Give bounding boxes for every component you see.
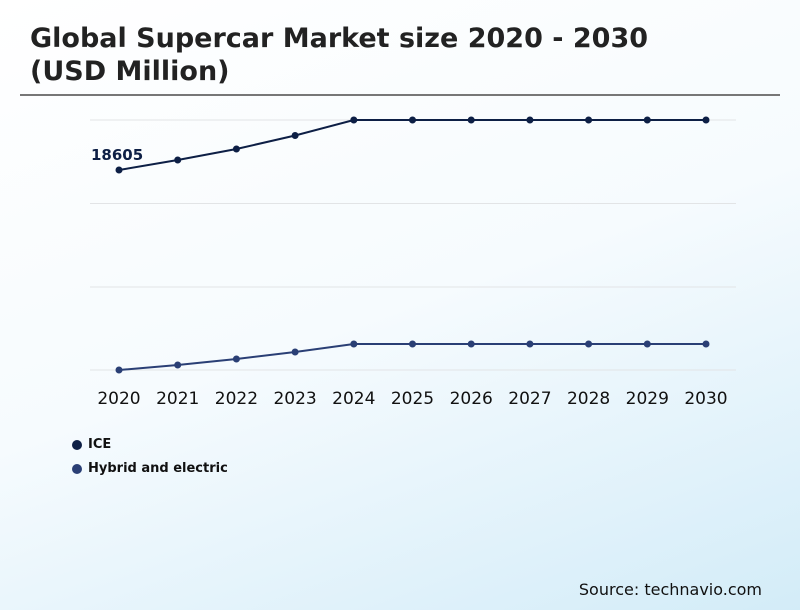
legend-marker — [72, 463, 82, 474]
series-line-0 — [118, 119, 706, 171]
x-tick-label: 2024 — [332, 389, 375, 409]
x-tick-label: 2029 — [626, 389, 669, 409]
legend-marker — [72, 439, 82, 450]
data-point — [350, 340, 358, 348]
data-point — [115, 166, 123, 174]
data-point — [702, 116, 710, 124]
legend-item-hybrid: Hybrid and electric — [72, 461, 228, 476]
x-tick-label: 2026 — [450, 389, 493, 409]
data-point — [291, 348, 299, 356]
x-tick-label: 2020 — [97, 389, 140, 409]
source-note: Source: technavio.com — [578, 580, 762, 599]
x-tick-label: 2028 — [567, 389, 610, 409]
data-point — [702, 340, 710, 348]
legend-label: ICE — [88, 437, 112, 452]
x-tick-label: 2025 — [391, 389, 434, 409]
data-point — [115, 366, 123, 374]
data-point — [232, 145, 240, 153]
title-divider — [20, 94, 780, 96]
data-point — [526, 116, 534, 124]
data-point — [232, 355, 240, 363]
data-point — [350, 116, 358, 124]
data-point — [291, 132, 299, 140]
x-tick-label: 2022 — [215, 389, 258, 409]
data-point — [526, 340, 534, 348]
data-point — [174, 156, 182, 164]
data-point — [643, 340, 651, 348]
data-point — [467, 116, 475, 124]
data-label: 18605 — [91, 146, 143, 164]
series-line-1 — [118, 342, 706, 371]
legend-item-ice: ICE — [72, 437, 111, 452]
x-tick-label: 2023 — [273, 389, 316, 409]
data-point — [174, 361, 182, 369]
x-tick-label: 2021 — [156, 389, 199, 409]
data-point — [585, 340, 593, 348]
data-point — [643, 116, 651, 124]
data-point — [467, 340, 475, 348]
legend-label: Hybrid and electric — [88, 461, 228, 476]
x-tick-label: 2030 — [684, 389, 727, 409]
data-point — [409, 116, 416, 124]
x-tick-label: 2027 — [508, 389, 551, 409]
chart-title: Global Supercar Market size 2020 - 2030 … — [30, 23, 649, 87]
data-point — [585, 116, 593, 124]
data-point — [409, 340, 416, 348]
